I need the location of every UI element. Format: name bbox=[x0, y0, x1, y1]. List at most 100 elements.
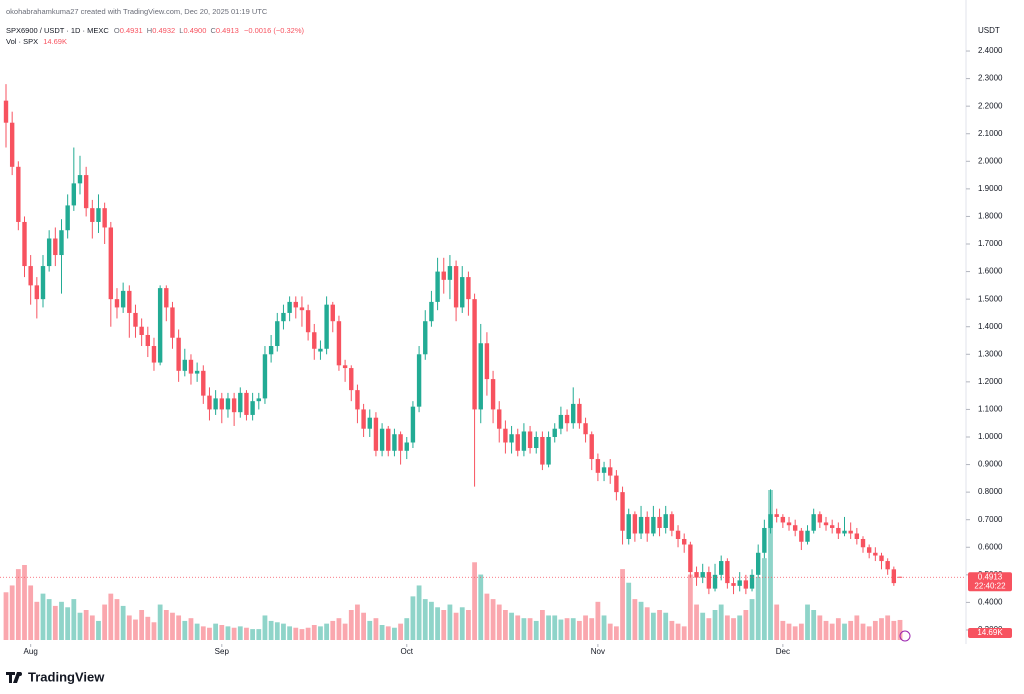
y-tick-label: 2.1000 bbox=[978, 129, 1003, 138]
candle-body bbox=[719, 561, 724, 575]
volume-bar bbox=[163, 610, 169, 640]
candle-body bbox=[176, 337, 181, 371]
candle-body bbox=[583, 423, 588, 435]
ohlc-key: L bbox=[179, 26, 183, 35]
ohlc-key: H bbox=[147, 26, 152, 35]
candle-body bbox=[281, 312, 286, 322]
volume-bar bbox=[231, 627, 237, 640]
volume-bar bbox=[139, 610, 145, 640]
volume-bar bbox=[176, 615, 182, 640]
candle-body bbox=[780, 516, 786, 523]
candle-body bbox=[515, 434, 520, 451]
candle-body bbox=[848, 530, 853, 534]
candle-body bbox=[182, 359, 187, 371]
volume-name: Vol · SPX bbox=[6, 37, 38, 46]
candle-body bbox=[404, 442, 409, 451]
candle-body bbox=[712, 574, 718, 589]
volume-bar bbox=[250, 629, 256, 640]
candle-body bbox=[157, 288, 163, 363]
candle-body bbox=[447, 266, 453, 280]
candle-body bbox=[577, 403, 582, 424]
volume-bar bbox=[687, 574, 693, 640]
volume-bar bbox=[392, 627, 397, 640]
volume-bars bbox=[3, 490, 903, 640]
volume-bar bbox=[225, 626, 231, 640]
candle-body bbox=[59, 230, 64, 256]
volume-bar bbox=[613, 626, 619, 640]
volume-bar bbox=[318, 626, 323, 640]
volume-bar bbox=[521, 618, 527, 640]
volume-bar bbox=[28, 585, 34, 640]
candle-body bbox=[244, 392, 249, 415]
candle-body bbox=[768, 514, 773, 528]
candle-body bbox=[441, 271, 446, 280]
candle-body bbox=[558, 414, 564, 429]
logo-mark bbox=[6, 672, 21, 683]
volume-bar bbox=[373, 618, 379, 640]
candle-body bbox=[817, 514, 823, 523]
candle-body bbox=[46, 238, 52, 267]
volume-bar bbox=[540, 610, 545, 640]
candle-body bbox=[829, 525, 835, 528]
volume-bar bbox=[34, 601, 40, 640]
volume-bar bbox=[256, 629, 262, 640]
volume-bar bbox=[398, 623, 403, 640]
volume-bar bbox=[194, 623, 200, 640]
candle-body bbox=[28, 266, 33, 286]
candle-body bbox=[90, 208, 95, 222]
volume-bar bbox=[170, 612, 175, 640]
volume-bar bbox=[601, 615, 607, 640]
candle-body bbox=[799, 530, 804, 542]
y-tick-label: 0.7000 bbox=[978, 515, 1003, 524]
volume-bar bbox=[823, 620, 829, 640]
volume-bar bbox=[287, 626, 293, 640]
volume-bar bbox=[866, 626, 872, 640]
candle-body bbox=[416, 354, 422, 407]
volume-bar bbox=[700, 612, 706, 640]
candle-body bbox=[373, 417, 379, 451]
volume-bar bbox=[274, 622, 280, 640]
volume-bar bbox=[15, 569, 21, 640]
volume-bar bbox=[503, 610, 508, 640]
candle-body bbox=[120, 290, 126, 308]
volume-bar bbox=[262, 615, 268, 640]
volume-bar bbox=[200, 626, 206, 640]
candle-body bbox=[151, 346, 157, 363]
y-tick-label: 2.2000 bbox=[978, 101, 1003, 110]
candle-body bbox=[675, 530, 681, 539]
candle-body bbox=[275, 321, 280, 347]
volume-bar bbox=[638, 601, 644, 640]
volume-bar bbox=[872, 620, 878, 640]
candle-body bbox=[299, 307, 305, 311]
volume-bar bbox=[293, 627, 299, 640]
candle-body bbox=[207, 395, 212, 410]
candle-body bbox=[663, 514, 668, 528]
y-tick-label: 0.4000 bbox=[978, 598, 1003, 607]
candle-body bbox=[423, 321, 428, 355]
volume-bar bbox=[435, 607, 440, 640]
candle-body bbox=[96, 208, 101, 222]
volume-bar bbox=[385, 626, 391, 640]
volume-bar bbox=[583, 615, 588, 640]
candle-body bbox=[386, 428, 391, 451]
volume-bar bbox=[805, 604, 810, 640]
y-tick-label: 0.8000 bbox=[978, 487, 1003, 496]
volume-bar bbox=[65, 607, 71, 640]
price-label: 0.4913 bbox=[978, 572, 1003, 581]
y-tick-label: 1.7000 bbox=[978, 239, 1003, 248]
candle-body bbox=[361, 409, 366, 429]
volume-bar bbox=[835, 618, 841, 640]
volume-bar bbox=[213, 623, 219, 640]
volume-bar bbox=[324, 623, 330, 640]
legend-volume: Vol · SPX 14.69K bbox=[6, 37, 67, 46]
y-tick-label: 1.5000 bbox=[978, 294, 1003, 303]
logo-dot bbox=[18, 672, 22, 676]
candle-body bbox=[669, 514, 675, 531]
volume-bar bbox=[829, 623, 835, 640]
volume-bar bbox=[96, 620, 101, 640]
candle-body bbox=[429, 301, 434, 322]
candle-body bbox=[527, 431, 533, 449]
volume-bar bbox=[681, 626, 687, 640]
volume-bar bbox=[441, 610, 447, 640]
